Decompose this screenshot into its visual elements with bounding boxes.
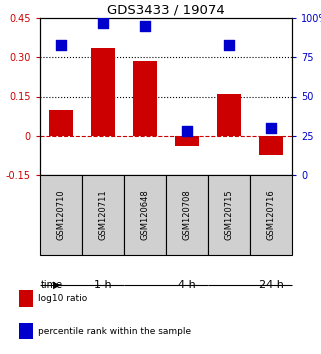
Text: GSM120715: GSM120715 xyxy=(224,190,233,240)
Title: GDS3433 / 19074: GDS3433 / 19074 xyxy=(107,4,225,17)
Bar xyxy=(176,136,199,146)
Bar xyxy=(208,175,250,255)
Bar xyxy=(259,136,282,155)
Bar xyxy=(82,175,124,255)
Text: percentile rank within the sample: percentile rank within the sample xyxy=(38,327,191,336)
Text: log10 ratio: log10 ratio xyxy=(38,294,87,303)
Point xyxy=(100,20,106,25)
Point xyxy=(185,128,190,134)
Point xyxy=(268,125,273,131)
Bar xyxy=(40,175,82,255)
Bar xyxy=(19,323,33,339)
Bar xyxy=(91,48,115,136)
Text: GSM120716: GSM120716 xyxy=(266,190,275,240)
Bar xyxy=(49,110,73,136)
Bar xyxy=(250,175,292,255)
Bar xyxy=(124,175,166,255)
Text: 24 h: 24 h xyxy=(258,280,283,290)
Bar xyxy=(134,61,157,136)
Text: GSM120648: GSM120648 xyxy=(141,190,150,240)
Text: ▶: ▶ xyxy=(53,280,60,290)
Bar xyxy=(217,94,240,136)
Point xyxy=(143,23,148,29)
Text: time: time xyxy=(41,280,63,290)
Text: GSM120710: GSM120710 xyxy=(56,190,65,240)
Text: GSM120711: GSM120711 xyxy=(99,190,108,240)
Bar xyxy=(166,175,208,255)
Text: 1 h: 1 h xyxy=(94,280,112,290)
Bar xyxy=(19,290,33,307)
Text: 4 h: 4 h xyxy=(178,280,196,290)
Text: GSM120708: GSM120708 xyxy=(183,190,192,240)
Point xyxy=(58,42,64,47)
Point xyxy=(226,42,231,47)
